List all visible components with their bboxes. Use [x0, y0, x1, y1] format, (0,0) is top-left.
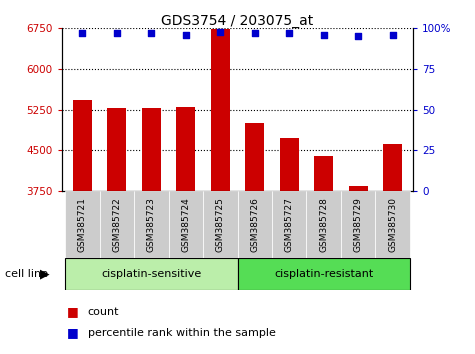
- Text: ■: ■: [66, 326, 78, 339]
- Bar: [169, 191, 203, 258]
- Bar: [306, 191, 341, 258]
- Text: GSM385724: GSM385724: [181, 198, 190, 252]
- Point: [217, 29, 224, 34]
- Bar: [375, 191, 410, 258]
- Text: GSM385723: GSM385723: [147, 197, 156, 252]
- Bar: [134, 191, 169, 258]
- Bar: [349, 186, 368, 191]
- Bar: [203, 191, 238, 258]
- Point: [148, 30, 155, 36]
- Text: GSM385728: GSM385728: [319, 197, 328, 252]
- Bar: [341, 191, 375, 258]
- Text: cisplatin-resistant: cisplatin-resistant: [274, 269, 373, 279]
- Bar: [176, 107, 195, 191]
- Text: ▶: ▶: [40, 268, 50, 281]
- Point: [182, 32, 190, 38]
- Bar: [211, 29, 230, 191]
- Text: GSM385729: GSM385729: [353, 197, 362, 252]
- Bar: [314, 156, 333, 191]
- Text: GSM385726: GSM385726: [250, 197, 259, 252]
- Bar: [280, 138, 299, 191]
- Point: [79, 30, 86, 36]
- Bar: [65, 258, 238, 290]
- Point: [320, 32, 327, 38]
- Text: GSM385722: GSM385722: [113, 198, 122, 252]
- Bar: [238, 191, 272, 258]
- Text: ■: ■: [66, 305, 78, 318]
- Point: [389, 32, 396, 38]
- Bar: [73, 100, 92, 191]
- Bar: [245, 123, 264, 191]
- Bar: [107, 108, 126, 191]
- Bar: [238, 258, 410, 290]
- Bar: [383, 144, 402, 191]
- Bar: [142, 108, 161, 191]
- Point: [285, 30, 293, 36]
- Point: [251, 30, 258, 36]
- Text: cisplatin-sensitive: cisplatin-sensitive: [101, 269, 201, 279]
- Bar: [272, 191, 306, 258]
- Text: count: count: [88, 307, 119, 316]
- Text: GSM385725: GSM385725: [216, 197, 225, 252]
- Point: [113, 30, 121, 36]
- Point: [354, 34, 362, 39]
- Text: cell line: cell line: [5, 269, 48, 279]
- Text: percentile rank within the sample: percentile rank within the sample: [88, 328, 276, 338]
- Text: GSM385727: GSM385727: [285, 197, 294, 252]
- Text: GSM385730: GSM385730: [388, 197, 397, 252]
- Text: GSM385721: GSM385721: [78, 197, 87, 252]
- Bar: [65, 191, 100, 258]
- Bar: [100, 191, 134, 258]
- Text: GDS3754 / 203075_at: GDS3754 / 203075_at: [162, 14, 314, 28]
